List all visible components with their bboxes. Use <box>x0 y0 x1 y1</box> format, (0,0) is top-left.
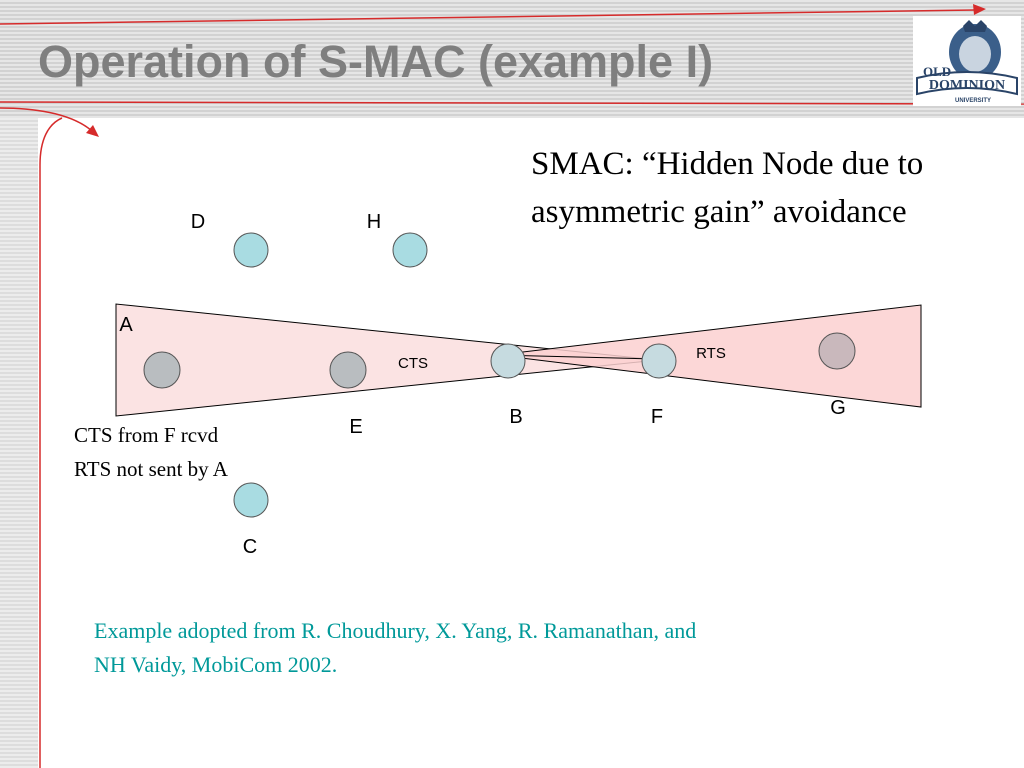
university-logo: OLD DOMINION UNIVERSITY <box>913 16 1021 106</box>
note-line-1: CTS from F rcvd <box>74 423 219 447</box>
node-e <box>329 351 367 389</box>
cts-label: CTS <box>398 355 428 372</box>
slide-title: Operation of S-MAC (example I) <box>38 36 714 87</box>
node-c <box>233 482 269 518</box>
citation-line-1: Example adopted from R. Choudhury, X. Ya… <box>94 618 697 643</box>
node-label-b: B <box>509 406 522 428</box>
logo-text-top: OLD <box>923 64 951 79</box>
node-label-g: G <box>830 397 846 419</box>
rts-label: RTS <box>696 345 726 362</box>
node-d <box>233 232 269 268</box>
logo-text-main: DOMINION <box>929 78 1005 93</box>
node-b <box>490 343 526 379</box>
citation: Example adopted from R. Choudhury, X. Ya… <box>94 614 696 682</box>
smac-heading-line-2: asymmetric gain” avoidance <box>531 194 907 230</box>
rts-region <box>496 304 922 408</box>
node-label-f: F <box>651 406 663 428</box>
node-notes: CTS from F rcvd RTS not sent by A <box>74 418 228 486</box>
smac-heading: SMAC: “Hidden Node due to asymmetric gai… <box>531 140 923 236</box>
node-label-h: H <box>367 211 381 233</box>
left-band <box>0 118 38 768</box>
content-panel <box>38 118 1024 768</box>
note-line-2: RTS not sent by A <box>74 457 228 481</box>
logo-crest-inner <box>959 36 991 72</box>
node-label-a: A <box>119 314 133 336</box>
node-label-e: E <box>349 416 362 438</box>
cts-region <box>115 303 659 417</box>
logo-text-sub: UNIVERSITY <box>955 98 991 104</box>
logo-banner <box>916 71 1018 96</box>
logo-graphic: OLD DOMINION UNIVERSITY <box>916 20 1018 104</box>
node-f <box>641 343 677 379</box>
logo-crown <box>963 20 987 32</box>
node-h <box>392 232 428 268</box>
node-a <box>143 351 181 389</box>
node-label-d: D <box>191 211 205 233</box>
citation-line-2: NH Vaidy, MobiCom 2002. <box>94 652 338 677</box>
node-g <box>818 332 856 370</box>
node-label-c: C <box>243 536 257 558</box>
smac-heading-line-1: SMAC: “Hidden Node due to <box>531 146 924 182</box>
